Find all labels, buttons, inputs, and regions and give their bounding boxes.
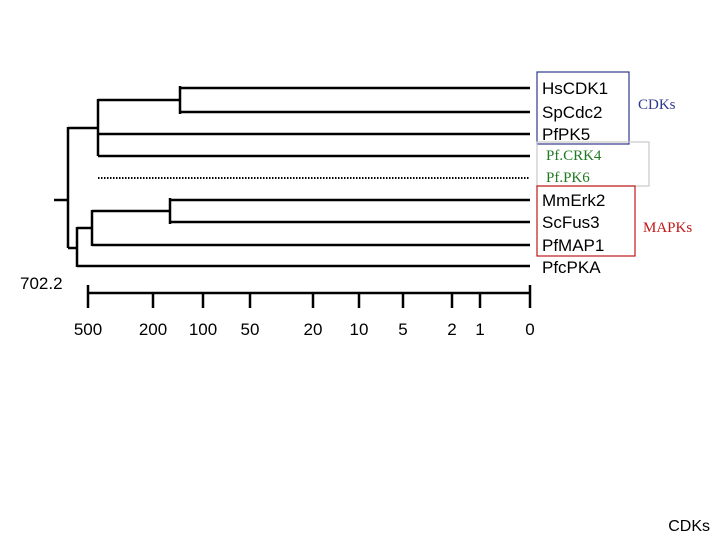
tick-label: 200: [139, 320, 167, 339]
leaf-label: ScFus3: [542, 213, 600, 232]
pfpk6-label: Pf.PK6: [546, 170, 590, 186]
tick-label: 50: [241, 320, 260, 339]
cdks-box: [536, 71, 630, 145]
leaf-label: SpCdc2: [542, 103, 602, 122]
cdks-label: CDKs: [638, 97, 676, 113]
tick-label: 10: [350, 320, 369, 339]
time-axis: [86, 285, 532, 308]
tick-label: 0: [525, 320, 534, 339]
leaf-label: PfMAP1: [542, 236, 604, 255]
mapks-label: MAPKs: [643, 220, 692, 236]
tick-label: 2: [447, 320, 456, 339]
scale-label: 702.2: [20, 274, 63, 293]
tree-branches: [54, 86, 530, 268]
mapks-box: [536, 185, 636, 257]
tick-label: 100: [189, 320, 217, 339]
leaf-label: MmErk2: [542, 191, 605, 210]
tick-label: 20: [304, 320, 323, 339]
tick-label: 500: [74, 320, 102, 339]
axis-tick-labels: 500 200 100 50 20 10 5 2 1 0: [74, 320, 535, 339]
leaf-label: PfPK5: [542, 125, 590, 144]
leaf-label: PfcPKA: [542, 258, 601, 277]
footer-label: CDKs: [668, 518, 710, 535]
pfcrk4-label: Pf.CRK4: [546, 148, 602, 164]
tick-label: 5: [398, 320, 407, 339]
leaf-label: HsCDK1: [542, 79, 608, 98]
tick-label: 1: [475, 320, 484, 339]
